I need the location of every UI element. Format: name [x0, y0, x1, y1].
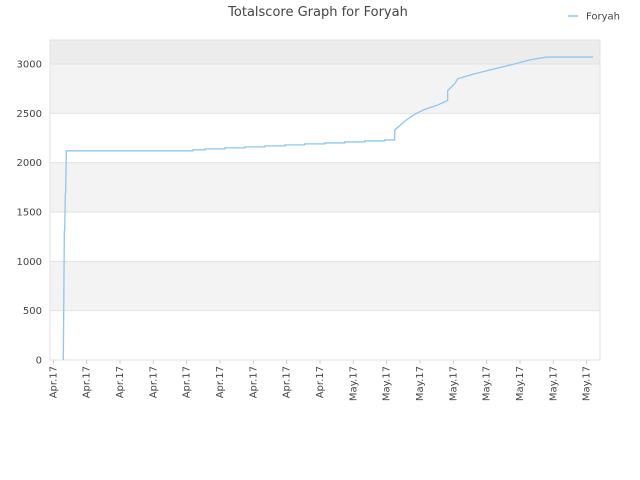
plot-band: [50, 63, 600, 114]
y-tick-label: 0: [36, 356, 42, 367]
y-tick-label: 2000: [17, 158, 42, 169]
chart-title: Totalscore Graph for Foryah: [227, 5, 408, 20]
legend-label: Foryah: [586, 12, 620, 23]
y-tick-label: 500: [23, 306, 42, 317]
y-tick-label: 3000: [17, 59, 42, 70]
x-tick-label: Apr.17: [115, 366, 126, 398]
x-tick-label: May.17: [382, 366, 393, 401]
y-tick-label: 1000: [17, 257, 42, 268]
x-tick-label: May.17: [548, 366, 559, 401]
plot-top-band: [50, 40, 600, 64]
x-tick-label: Apr.17: [48, 366, 59, 398]
x-tick-label: May.17: [348, 366, 359, 401]
x-tick-label: Apr.17: [315, 366, 326, 398]
x-tick-label: May.17: [482, 366, 493, 401]
x-tick-label: May.17: [415, 366, 426, 401]
x-tick-label: Apr.17: [148, 366, 159, 398]
y-tick-label: 2500: [17, 109, 42, 120]
x-tick-label: Apr.17: [248, 366, 259, 398]
x-tick-label: Apr.17: [215, 366, 226, 398]
data-line: [62, 56, 593, 361]
x-tick-label: May.17: [515, 366, 526, 401]
x-tick-label: May.17: [582, 366, 593, 401]
plot-band: [50, 261, 600, 311]
x-tick-label: May.17: [448, 366, 459, 401]
x-tick-label: Apr.17: [182, 366, 193, 398]
plot-band: [50, 162, 600, 212]
y-tick-label: 1500: [17, 207, 42, 218]
x-tick-label: Apr.17: [282, 366, 293, 398]
x-tick-label: Apr.17: [82, 366, 93, 398]
